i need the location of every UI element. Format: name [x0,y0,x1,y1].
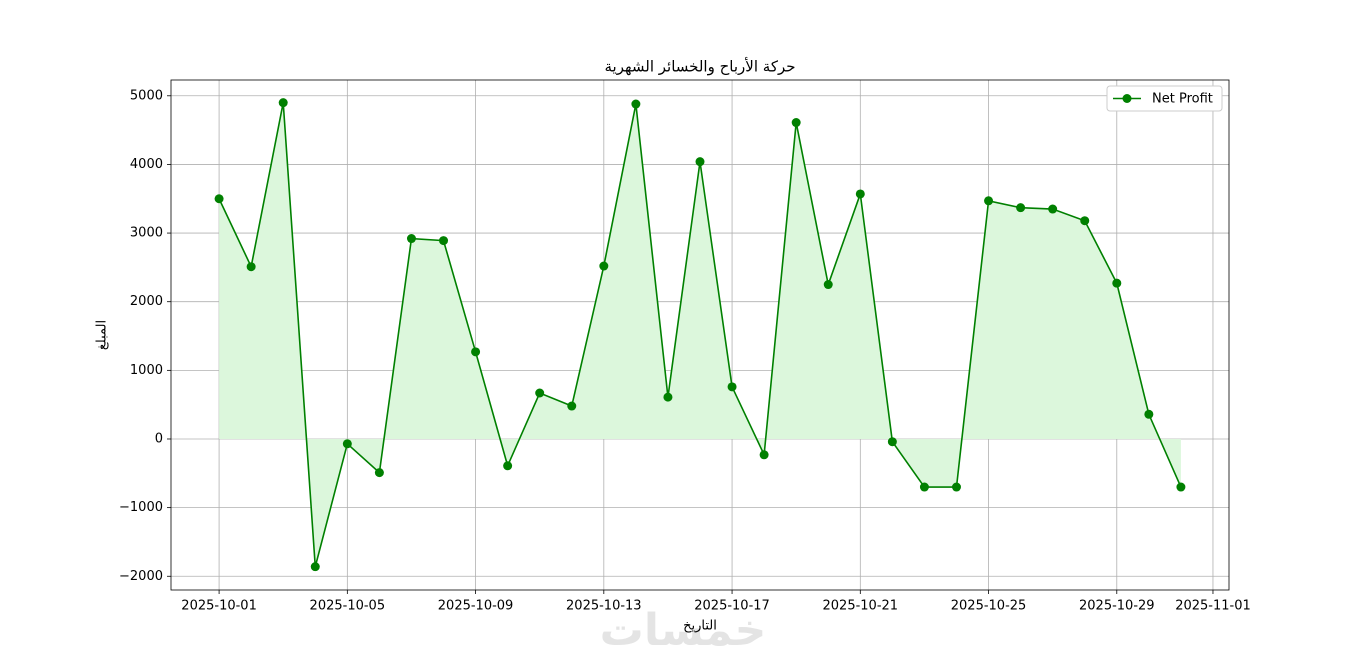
marker [278,98,288,108]
x-axis-label: التاريخ [683,619,717,634]
x-tick-label: 2025-10-17 [694,599,770,614]
x-tick-label: 2025-11-01 [1175,599,1251,614]
x-tick-label: 2025-10-29 [1079,599,1155,614]
marker [1048,204,1058,214]
y-tick-label: 4000 [130,157,163,172]
x-tick-label: 2025-10-25 [951,599,1027,614]
marker [535,388,545,398]
marker [791,118,801,128]
marker [887,437,897,447]
marker [567,401,577,411]
marker [1112,278,1122,288]
marker [374,468,384,478]
chart-title: حركة الأرباح والخسائر الشهرية [604,57,795,76]
marker [599,261,609,271]
area [219,102,1181,567]
marker [951,482,961,492]
marker [663,392,673,402]
marker [919,482,929,492]
y-tick-label: −2000 [119,569,163,584]
legend: Net Profit [1106,85,1223,112]
marker [631,99,641,109]
x-tick-label: 2025-10-13 [566,599,642,614]
x-tick-label: 2025-10-05 [310,599,386,614]
legend-label: Net Profit [1152,92,1213,107]
x-tick-label: 2025-10-09 [438,599,514,614]
marker [1176,482,1186,492]
marker [1144,409,1154,419]
marker [823,280,833,290]
x-tick-label: 2025-10-21 [823,599,899,614]
marker [310,562,320,572]
legend-marker [1122,94,1132,103]
marker [759,450,769,460]
marker [855,189,865,199]
marker [406,234,416,244]
marker [1080,216,1090,226]
plot-frame [170,79,1230,591]
marker [439,236,449,246]
y-tick-label: 0 [155,431,163,446]
y-tick-label: 2000 [130,294,163,309]
y-tick-label: 1000 [130,363,163,378]
marker [984,196,994,206]
y-tick-label: −1000 [119,500,163,515]
watermark: خمسات [600,605,767,656]
marker [471,347,481,357]
legend-box [1106,85,1223,112]
marker [1016,203,1026,213]
y-tick-label: 3000 [130,226,163,241]
marker [503,461,513,471]
marker [342,439,352,449]
y-tick-label: 5000 [130,88,163,103]
marker [727,382,737,392]
x-tick-label: 2025-10-01 [181,599,257,614]
marker [246,262,256,272]
marker [214,194,224,204]
marker [695,157,705,167]
y-axis-label: المبلغ [95,320,110,350]
